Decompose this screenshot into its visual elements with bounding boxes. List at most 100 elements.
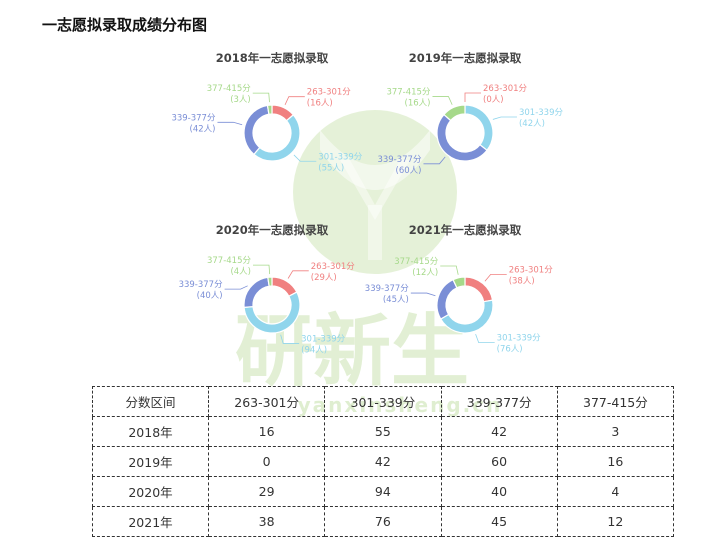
chart-2020: 2020年一志愿拟录取 263-301分 (29人) 301-339分 (94人) 33… xyxy=(122,222,422,387)
leader-line xyxy=(284,96,305,106)
table-cell: 2018年 xyxy=(92,416,209,447)
chart-plot: 263-301分(0人) 301-339分(42人) 339-377分(60人) 37… xyxy=(377,84,564,176)
slice-value-label: (42人) xyxy=(519,119,545,129)
table-cell: 55 xyxy=(324,416,442,447)
slice-label: 301-339分 xyxy=(497,334,542,344)
leader-line xyxy=(432,96,453,105)
table-cell: 60 xyxy=(440,446,558,477)
donut-slice xyxy=(443,104,466,122)
slice-label: 377-415分 xyxy=(207,84,252,94)
table-row: 2020年 29 94 40 4 xyxy=(92,476,675,507)
table-cell: 45 xyxy=(440,506,558,537)
donut-slice xyxy=(267,276,273,287)
slice-value-label: (94人) xyxy=(301,345,327,355)
slice-value-label: (4人) xyxy=(230,267,251,277)
chart-title: 2019年一志愿拟录取 xyxy=(408,51,522,65)
slice-value-label: (29人) xyxy=(311,273,337,283)
slice-label: 377-415分 xyxy=(386,88,431,98)
table-cell: 2021年 xyxy=(92,506,209,537)
table-row: 2021年 38 76 45 12 xyxy=(92,506,675,537)
table-cell: 94 xyxy=(324,476,442,507)
table-cell: 42 xyxy=(440,416,558,447)
slice-label: 263-301分 xyxy=(509,265,554,275)
donut-slice xyxy=(436,278,458,320)
slice-label: 263-301分 xyxy=(483,84,528,94)
chart-title: 2020年一志愿拟录取 xyxy=(215,223,329,237)
leader-line xyxy=(484,273,507,282)
column-header: 分数区间 xyxy=(92,386,209,417)
table-cell: 0 xyxy=(207,446,326,477)
table-cell: 38 xyxy=(207,506,326,537)
slice-value-label: (45人) xyxy=(383,295,409,305)
slice-label: 339-377分 xyxy=(179,280,224,290)
slice-value-label: (16人) xyxy=(405,99,431,109)
slice-value-label: (3人) xyxy=(230,95,251,105)
table-row: 2018年 16 55 42 3 xyxy=(92,416,675,447)
table-cell: 2020年 xyxy=(92,476,209,507)
slice-label: 339-377分 xyxy=(377,155,422,165)
leader-line xyxy=(440,265,459,275)
column-header: 301-339分 xyxy=(324,386,442,417)
table-cell: 16 xyxy=(207,416,326,447)
slice-value-label: (60人) xyxy=(396,166,422,176)
table-cell: 29 xyxy=(207,476,326,507)
leader-line xyxy=(410,292,436,297)
donut-slice xyxy=(243,104,270,156)
leader-line xyxy=(252,92,270,103)
slice-label: 263-301分 xyxy=(311,262,356,272)
slice-value-label: (12人) xyxy=(412,268,438,278)
chart-plot: 263-301分(16人) 301-339分(55人) 339-377分(42人) 3… xyxy=(171,84,363,173)
donut-slice xyxy=(452,276,466,289)
table-cell: 2019年 xyxy=(92,446,209,477)
chart-plot: 263-301分(29人) 301-339分(94人) 339-377分(40人) 3… xyxy=(179,256,356,355)
chart-plot: 263-301分(38人) 301-339分(76人) 339-377分(45人) 3… xyxy=(365,257,554,355)
table-cell: 76 xyxy=(324,506,442,537)
slice-label: 339-377分 xyxy=(365,284,410,294)
table-cell: 3 xyxy=(556,416,675,447)
slice-label: 301-339分 xyxy=(301,334,346,344)
chart-title: 2021年一志愿拟录取 xyxy=(408,223,522,237)
leader-line xyxy=(217,121,243,126)
score-table: 分数区间 263-301分 301-339分 339-377分 377-415分… xyxy=(92,386,675,537)
slice-value-label: (0人) xyxy=(483,95,504,105)
table-cell: 4 xyxy=(556,476,675,507)
chart-2019: 2019年一志愿拟录取 263-301分 (0人) 301-339分 (42人) 339… xyxy=(315,50,615,215)
leader-line xyxy=(464,92,481,102)
slice-value-label: (16人) xyxy=(307,99,333,109)
column-header: 377-415分 xyxy=(556,386,675,417)
donut-slice xyxy=(439,299,494,334)
slice-label: 377-415分 xyxy=(207,256,252,266)
leader-line xyxy=(252,264,271,275)
donut-slice xyxy=(464,276,494,303)
column-header: 339-377分 xyxy=(440,386,558,417)
page-title: 一志愿拟录取成绩分布图 xyxy=(42,16,208,34)
donut-slice xyxy=(464,104,494,152)
table-row: 2019年 0 42 60 16 xyxy=(92,446,675,477)
slice-label: 263-301分 xyxy=(307,88,352,98)
donut-slice xyxy=(266,104,273,115)
slice-label: 377-415分 xyxy=(394,257,439,267)
table-cell: 12 xyxy=(556,506,675,537)
leader-line xyxy=(475,333,495,343)
donut-slice xyxy=(253,114,301,162)
slice-label: 339-377分 xyxy=(171,113,216,123)
table-cell: 16 xyxy=(556,446,675,477)
chart-title: 2018年一志愿拟录取 xyxy=(215,51,329,65)
leader-line xyxy=(423,156,446,165)
chart-2021: 2021年一志愿拟录取 263-301分 (38人) 301-339分 (76人) 33… xyxy=(315,222,615,387)
slice-value-label: (38人) xyxy=(509,276,535,286)
slice-value-label: (76人) xyxy=(497,345,523,355)
table-cell: 42 xyxy=(324,446,442,477)
leader-line xyxy=(280,334,300,344)
slice-label: 301-339分 xyxy=(318,152,363,162)
leader-line xyxy=(293,154,317,162)
table-header-row: 分数区间 263-301分 301-339分 339-377分 377-415分 xyxy=(92,386,675,417)
leader-line xyxy=(492,116,517,120)
slice-value-label: (40人) xyxy=(197,291,223,301)
donut-slice xyxy=(243,276,270,309)
slice-value-label: (42人) xyxy=(190,124,216,134)
column-header: 263-301分 xyxy=(207,386,326,417)
slice-label: 301-339分 xyxy=(519,108,564,118)
slice-value-label: (55人) xyxy=(318,163,344,173)
leader-line xyxy=(287,270,309,279)
